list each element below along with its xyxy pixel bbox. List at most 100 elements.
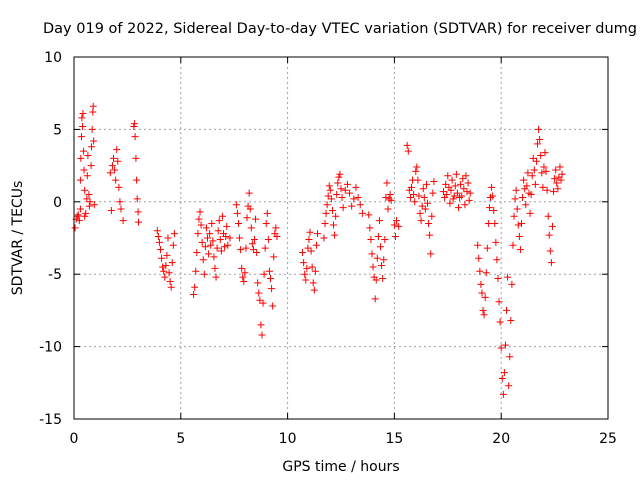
data-point (320, 234, 328, 242)
data-point (538, 169, 546, 177)
data-point (78, 114, 86, 122)
data-point (526, 209, 534, 217)
data-point (393, 217, 401, 225)
data-point (542, 167, 550, 175)
data-point (450, 192, 458, 200)
data-point (246, 205, 254, 213)
data-point (213, 244, 221, 252)
data-point (553, 179, 561, 187)
data-point (268, 285, 276, 293)
x-tick-label: 0 (70, 431, 79, 447)
data-point (111, 166, 119, 174)
data-point (537, 151, 545, 159)
data-point (261, 244, 269, 252)
data-point (346, 189, 354, 197)
data-point (558, 170, 566, 178)
data-point (512, 186, 520, 194)
data-point (206, 230, 214, 238)
data-point (332, 212, 340, 220)
data-point (442, 180, 450, 188)
y-tick-label: -5 (48, 267, 62, 283)
data-point (540, 163, 548, 171)
data-point (428, 212, 436, 220)
data-point (81, 186, 89, 194)
data-point (484, 220, 492, 228)
data-point (119, 217, 127, 225)
data-point (112, 176, 120, 184)
data-point (272, 224, 280, 232)
data-point (257, 321, 265, 329)
data-point (214, 227, 222, 235)
data-point (197, 221, 205, 229)
data-point (306, 228, 314, 236)
data-point (515, 233, 523, 241)
data-point (452, 170, 460, 178)
data-point (84, 151, 92, 159)
data-point (311, 267, 319, 275)
data-point (211, 264, 219, 272)
data-point (541, 149, 549, 157)
data-point (300, 259, 308, 267)
data-point (253, 248, 261, 256)
data-point (308, 263, 316, 271)
data-point (248, 240, 256, 248)
data-point (501, 341, 509, 349)
data-point (488, 183, 496, 191)
data-point (330, 221, 338, 229)
data-point (159, 263, 167, 271)
data-point (407, 183, 415, 191)
data-point (154, 233, 162, 241)
data-point (369, 263, 377, 271)
data-point (544, 212, 552, 220)
data-point (403, 141, 411, 149)
data-point (161, 273, 169, 281)
data-point (133, 176, 141, 184)
data-point (493, 256, 501, 264)
data-point (267, 275, 275, 283)
data-point (76, 205, 84, 213)
data-point (305, 235, 313, 243)
data-point (77, 133, 85, 141)
data-point (503, 306, 511, 314)
data-point (336, 170, 344, 178)
data-point (477, 280, 485, 288)
data-point (165, 269, 173, 277)
data-point (168, 259, 176, 267)
data-point (263, 209, 271, 217)
data-point (192, 267, 200, 275)
data-point (511, 195, 519, 203)
data-point (223, 222, 231, 230)
data-point (258, 331, 266, 339)
data-point (195, 215, 203, 223)
data-point (494, 275, 502, 283)
data-point (444, 172, 452, 180)
data-point (416, 209, 424, 217)
data-point (83, 195, 91, 203)
data-point (132, 154, 140, 162)
data-point (71, 224, 79, 232)
data-point (74, 211, 82, 219)
data-point (299, 248, 307, 256)
data-point (207, 241, 215, 249)
data-point (166, 277, 174, 285)
data-point (239, 273, 247, 281)
data-point (424, 199, 432, 207)
data-point (216, 235, 224, 243)
data-point (260, 270, 268, 278)
y-tick-label: 0 (53, 195, 62, 211)
data-point (202, 224, 210, 232)
data-point (418, 202, 426, 210)
data-point (497, 344, 505, 352)
data-point (479, 306, 487, 314)
data-point (554, 185, 562, 193)
data-point (419, 185, 427, 193)
data-point (461, 201, 469, 209)
x-tick-label: 20 (492, 431, 510, 447)
data-point (200, 270, 208, 278)
data-point (193, 248, 201, 256)
data-point (446, 199, 454, 207)
data-point (365, 211, 373, 219)
data-point (482, 269, 490, 277)
data-point (464, 179, 472, 187)
data-point (506, 353, 514, 361)
